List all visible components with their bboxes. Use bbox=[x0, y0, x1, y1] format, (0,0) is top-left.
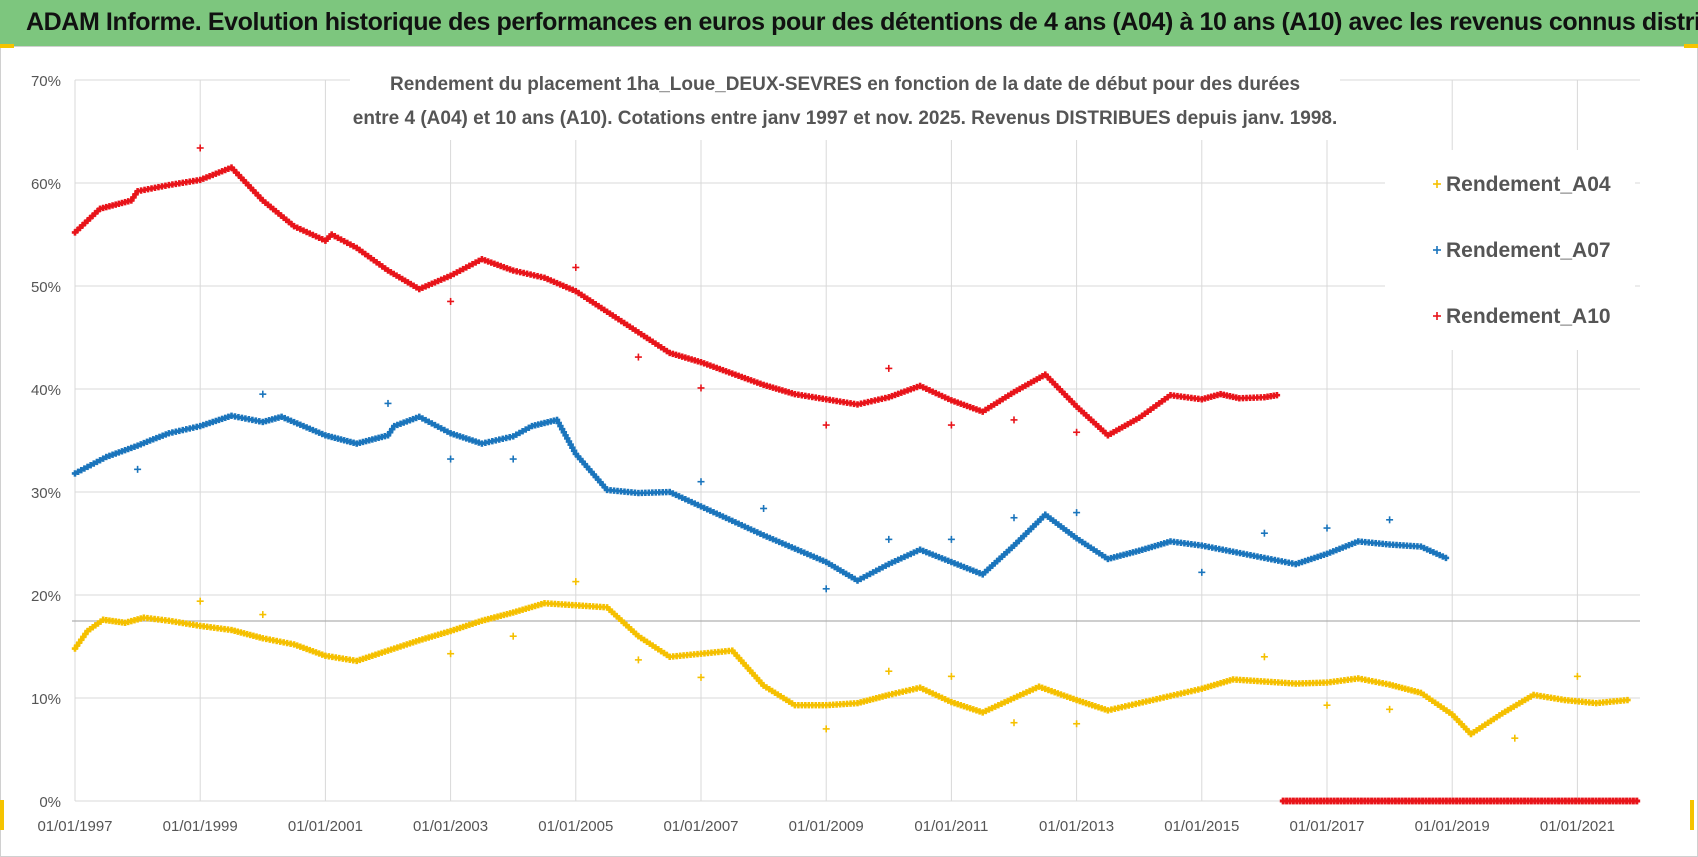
y-tick-label: 0% bbox=[39, 794, 61, 811]
x-tick-label: 01/01/2003 bbox=[413, 818, 488, 835]
x-axis-ticks: 01/01/1997 01/01/1999 01/01/2001 01/01/2003… bbox=[37, 818, 1614, 835]
outlier-point bbox=[1010, 514, 1018, 522]
series-layer bbox=[71, 144, 1641, 805]
outlier-point bbox=[509, 455, 517, 463]
x-tick-label: 01/01/2011 bbox=[914, 818, 988, 835]
title-background bbox=[350, 64, 1340, 140]
outlier-point bbox=[947, 421, 955, 429]
data-point bbox=[1442, 554, 1450, 562]
outlier-point bbox=[947, 535, 955, 543]
chart-banner: ADAM Informe. Evolution historique des p… bbox=[0, 0, 1698, 47]
zero-point bbox=[1633, 797, 1641, 805]
x-tick-label: 01/01/1997 bbox=[37, 818, 112, 835]
corner-mark bbox=[1690, 800, 1694, 830]
legend-label: Rendement_A07 bbox=[1446, 239, 1611, 262]
outlier-point bbox=[822, 585, 830, 593]
data-point bbox=[1273, 391, 1281, 399]
outlier-point bbox=[509, 632, 517, 640]
outlier-point bbox=[1323, 524, 1331, 532]
outlier-point bbox=[572, 578, 580, 586]
outlier-point bbox=[1386, 516, 1394, 524]
outlier-point bbox=[447, 650, 455, 658]
outlier-point bbox=[1323, 701, 1331, 709]
y-tick-label: 60% bbox=[31, 176, 61, 193]
outlier-point bbox=[634, 353, 642, 361]
outlier-point bbox=[1386, 705, 1394, 713]
outlier-point bbox=[634, 656, 642, 664]
x-tick-label: 01/01/2007 bbox=[663, 818, 738, 835]
banner-title: ADAM Informe. Evolution historique des p… bbox=[26, 8, 1698, 36]
x-tick-label: 01/01/1999 bbox=[163, 818, 238, 835]
outlier-point bbox=[697, 478, 705, 486]
x-tick-label: 01/01/2017 bbox=[1289, 818, 1364, 835]
outlier-point bbox=[885, 667, 893, 675]
chart-title-line1: Rendement du placement 1ha_Loue_DEUX-SEV… bbox=[390, 74, 1300, 95]
outlier-point bbox=[697, 673, 705, 681]
outlier-point bbox=[196, 144, 204, 152]
legend-item: Rendement_A07 bbox=[1433, 239, 1611, 262]
outlier-point bbox=[885, 535, 893, 543]
outlier-point bbox=[760, 504, 768, 512]
x-tick-label: 01/01/2021 bbox=[1540, 818, 1615, 835]
legend-background bbox=[1385, 150, 1635, 350]
outlier-point bbox=[1010, 416, 1018, 424]
legend-item: Rendement_A04 bbox=[1433, 173, 1611, 196]
legend-label: Rendement_A04 bbox=[1446, 173, 1611, 196]
outlier-point bbox=[1073, 509, 1081, 517]
corner-mark bbox=[0, 800, 4, 830]
outlier-point bbox=[885, 364, 893, 372]
outlier-point bbox=[196, 597, 204, 605]
x-tick-label: 01/01/2005 bbox=[538, 818, 613, 835]
y-tick-label: 10% bbox=[31, 691, 61, 708]
y-tick-label: 50% bbox=[31, 279, 61, 296]
y-tick-label: 70% bbox=[31, 73, 61, 90]
legend-item: Rendement_A10 bbox=[1433, 305, 1611, 328]
x-tick-label: 01/01/2019 bbox=[1415, 818, 1490, 835]
outlier-point bbox=[572, 263, 580, 271]
y-tick-label: 20% bbox=[31, 588, 61, 605]
outlier-point bbox=[1260, 653, 1268, 661]
outlier-point bbox=[259, 390, 267, 398]
y-tick-label: 30% bbox=[31, 485, 61, 502]
y-tick-label: 40% bbox=[31, 382, 61, 399]
data-point bbox=[1624, 696, 1631, 704]
corner-mark bbox=[1684, 44, 1698, 48]
outlier-point bbox=[822, 725, 830, 733]
outlier-point bbox=[1260, 529, 1268, 537]
x-tick-label: 01/01/2001 bbox=[288, 818, 363, 835]
x-tick-label: 01/01/2013 bbox=[1039, 818, 1114, 835]
y-axis-ticks: 0% 10% 20% 30% 40% 50% 60% 70% bbox=[31, 73, 61, 811]
chart-title-line2: entre 4 (A04) et 10 ans (A10). Cotations… bbox=[353, 108, 1337, 129]
x-tick-label: 01/01/2015 bbox=[1164, 818, 1239, 835]
outlier-point bbox=[1573, 672, 1581, 680]
outlier-point bbox=[447, 297, 455, 305]
outlier-point bbox=[447, 455, 455, 463]
legend: Rendement_A04 Rendement_A07 Rendement_A10 bbox=[1433, 173, 1611, 328]
outlier-point bbox=[697, 384, 705, 392]
legend-label: Rendement_A10 bbox=[1446, 305, 1611, 328]
outlier-point bbox=[1198, 568, 1206, 576]
corner-mark bbox=[0, 44, 14, 48]
outlier-point bbox=[1073, 428, 1081, 436]
outlier-point bbox=[1511, 734, 1519, 742]
outlier-point bbox=[384, 399, 392, 407]
outlier-point bbox=[134, 465, 142, 473]
outlier-point bbox=[259, 611, 267, 619]
x-tick-label: 01/01/2009 bbox=[789, 818, 864, 835]
outlier-point bbox=[947, 672, 955, 680]
outlier-point bbox=[1010, 719, 1018, 727]
outlier-point bbox=[822, 421, 830, 429]
outlier-point bbox=[1073, 720, 1081, 728]
